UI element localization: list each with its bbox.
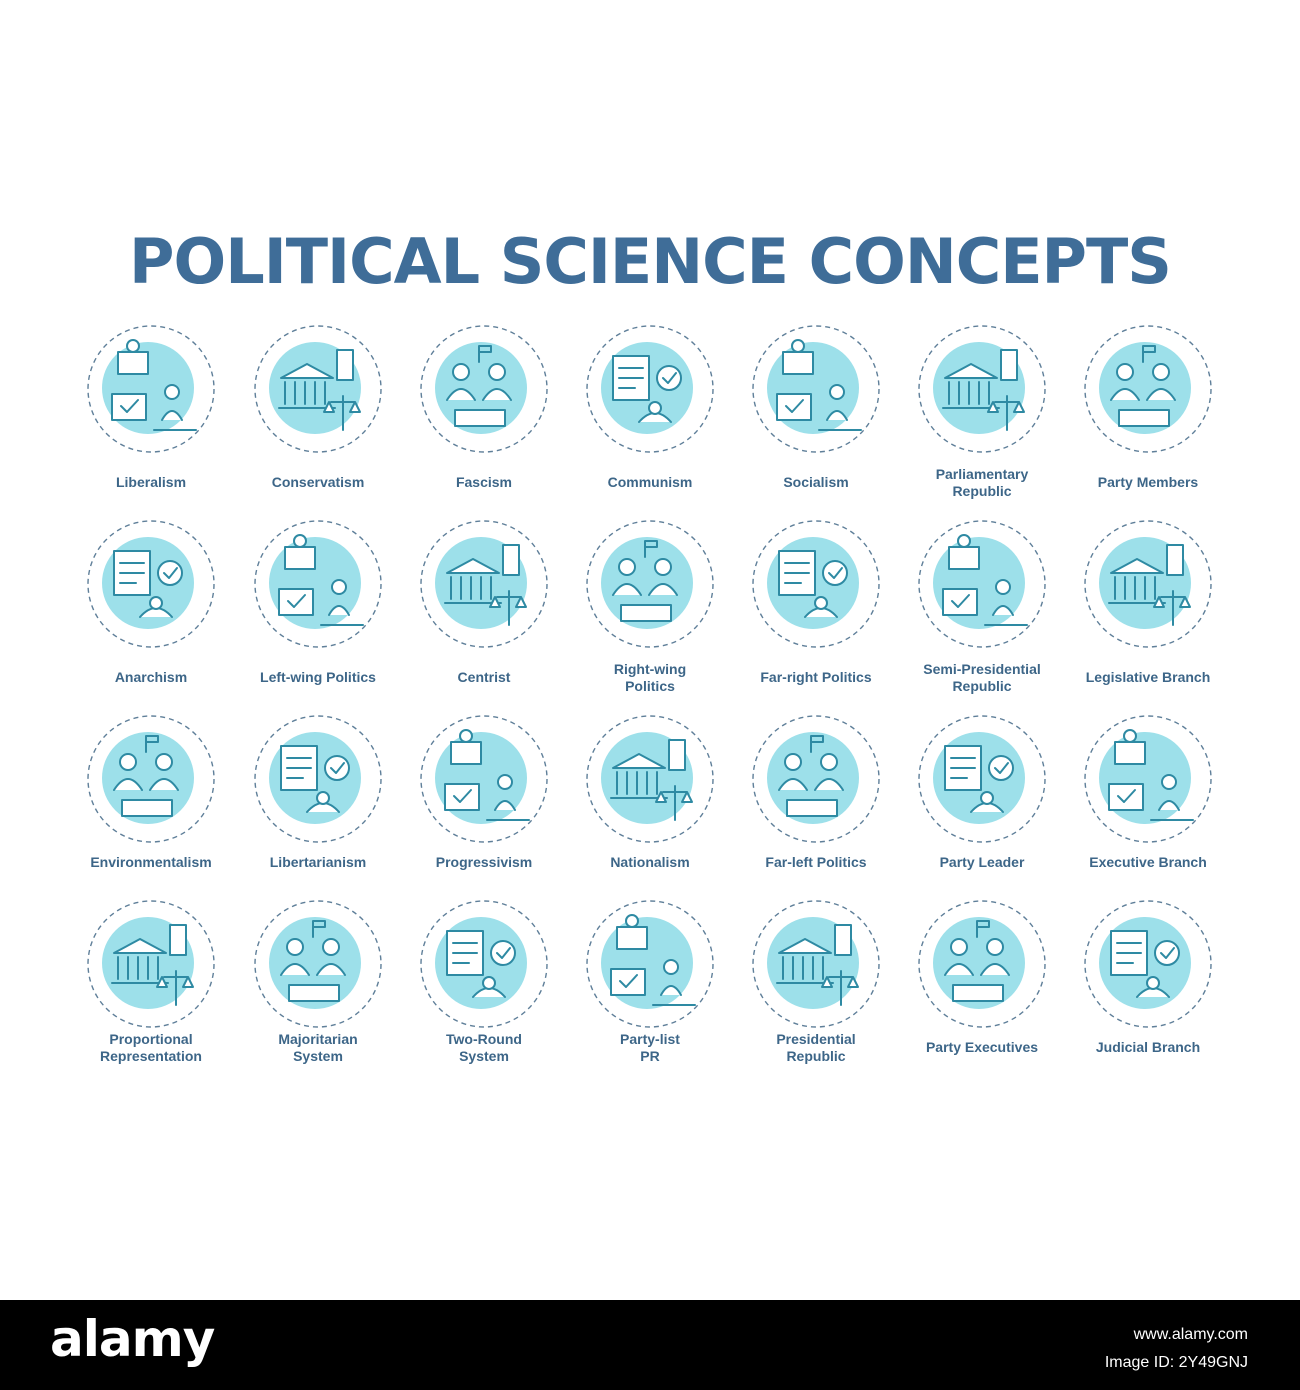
- shield-sword-icon: [583, 517, 717, 651]
- flag-speaker-icon: [583, 712, 717, 846]
- concept-label: Liberalism: [115, 474, 187, 490]
- concept-label: Majoritarian System: [278, 1031, 358, 1064]
- growth-chart-icon: [417, 712, 551, 846]
- fist-gear-icon: [749, 712, 883, 846]
- torch-handshake-icon: [251, 712, 385, 846]
- collective-people-icon: [583, 322, 717, 456]
- concept-label: Executive Branch: [1089, 854, 1207, 870]
- concept-label: Nationalism: [610, 854, 690, 870]
- footer-url: www.alamy.com: [1133, 1326, 1248, 1343]
- concept-label: Right-wing Politics: [613, 661, 687, 694]
- target-capitol-icon: [915, 897, 1049, 1031]
- checklist-voters-icon: [417, 897, 551, 1031]
- alamy-logo: alamy: [50, 1310, 215, 1368]
- concept-label: Centrist: [457, 669, 511, 685]
- concept-label: Party Executives: [925, 1039, 1039, 1055]
- globe-tree-icon: [84, 712, 218, 846]
- concept-label: Fascism: [455, 474, 513, 490]
- gavel-gears-icon: [1081, 712, 1215, 846]
- concept-label: Anarchism: [114, 669, 188, 685]
- concept-label: Party Members: [1097, 474, 1199, 490]
- concept-label: Party-list PR: [620, 1031, 680, 1064]
- parliament-building-icon: [915, 322, 1049, 456]
- concept-label: Semi-Presidential Republic: [923, 661, 1041, 694]
- concept-label: Environmentalism: [90, 854, 212, 870]
- compass-handshake-icon: [417, 517, 551, 651]
- donut-ballot-icon: [251, 897, 385, 1031]
- concept-label: Far-left Politics: [765, 854, 867, 870]
- concept-label: Left-wing Politics: [260, 669, 376, 685]
- tank-army-icon: [417, 322, 551, 456]
- capitol-scales-icon: [251, 322, 385, 456]
- raised-fists-icon: [84, 517, 218, 651]
- ballot-voting-icon: [84, 322, 218, 456]
- concept-label: Progressivism: [435, 854, 533, 870]
- monument-protest-icon: [749, 517, 883, 651]
- book-scales-icon: [251, 517, 385, 651]
- concept-label: Party Leader: [939, 854, 1025, 870]
- concept-label: Socialism: [783, 474, 849, 490]
- concept-label: Legislative Branch: [1085, 669, 1211, 685]
- concept-label: Proportional Representation: [100, 1031, 202, 1064]
- capitol-stars-icon: [915, 517, 1049, 651]
- folder-podium-icon: [749, 897, 883, 1031]
- concept-label: Parliamentary Republic: [935, 466, 1029, 499]
- government-scales-icon: [749, 322, 883, 456]
- podium-leader-icon: [915, 712, 1049, 846]
- justice-scales-icon: [1081, 897, 1215, 1031]
- concept-label: Two-Round System: [446, 1031, 522, 1064]
- concept-label: Conservatism: [271, 474, 365, 490]
- pie-seats-icon: [84, 897, 218, 1031]
- concept-label: Presidential Republic: [776, 1031, 856, 1064]
- concept-label: Far-right Politics: [760, 669, 872, 685]
- concept-label: Libertarianism: [269, 854, 367, 870]
- concept-label: Communism: [607, 474, 693, 490]
- watermark-footer: alamy www.alamy.com Image ID: 2Y49GNJ: [0, 1300, 1300, 1390]
- page-title: POLITICAL SCIENCE CONCEPTS: [129, 225, 1172, 298]
- group-members-icon: [1081, 322, 1215, 456]
- concept-label: Judicial Branch: [1095, 1039, 1201, 1055]
- footer-image-id: Image ID: 2Y49GNJ: [1104, 1354, 1248, 1371]
- list-arrows-icon: [583, 897, 717, 1031]
- capitol-gavel-icon: [1081, 517, 1215, 651]
